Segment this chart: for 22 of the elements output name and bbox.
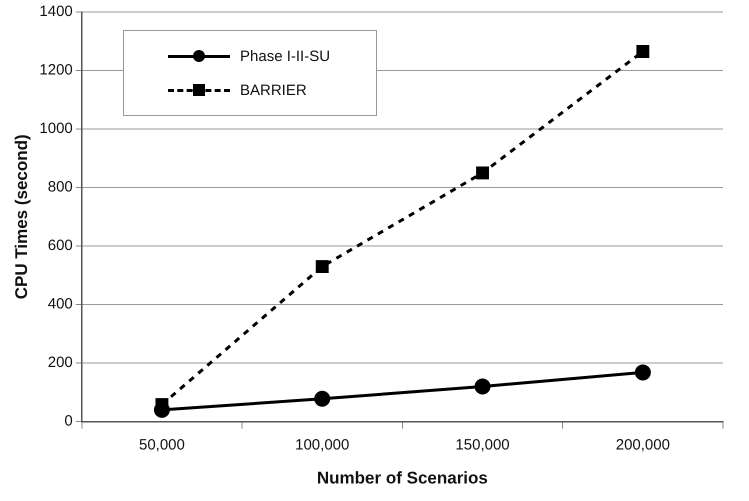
- point: [634, 364, 651, 380]
- point: [314, 390, 330, 407]
- y-tick-label: 1000: [39, 120, 73, 138]
- x-tick-label: 50,000: [138, 436, 185, 454]
- y-tick-label: 400: [48, 296, 73, 313]
- y-tick-label: 200: [48, 354, 73, 372]
- point: [476, 166, 489, 180]
- x-tick-label: 150,000: [455, 436, 510, 454]
- point: [316, 260, 329, 273]
- y-tick-label: 600: [48, 237, 73, 254]
- legend-label: BARRIER: [240, 82, 307, 98]
- point: [474, 378, 491, 394]
- x-tick-label: 100,000: [295, 436, 350, 454]
- y-tick-label: 0: [64, 412, 73, 430]
- legend-label: Phase I-II-SU: [240, 48, 330, 64]
- y-tick-label: 1200: [39, 62, 73, 79]
- y-axis-title: CPU Times (second): [12, 134, 31, 300]
- y-tick-label: 800: [48, 178, 73, 196]
- x-tick-label: 200,000: [616, 436, 670, 454]
- y-tick-label: 1400: [39, 3, 73, 20]
- x-axis-title: Number of Scenarios: [316, 468, 488, 488]
- point: [636, 45, 650, 58]
